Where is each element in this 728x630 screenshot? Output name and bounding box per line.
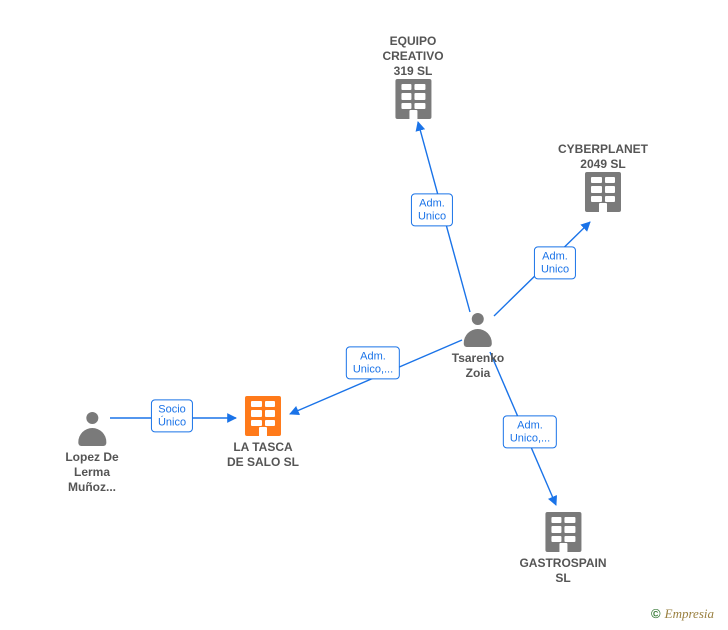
edge-label-tsarenko-cyberplanet: Adm. Unico [534, 246, 576, 279]
copyright-symbol: © [651, 606, 661, 621]
person-icon [77, 412, 107, 446]
node-label: Tsarenko Zoia [452, 351, 504, 381]
building-icon [585, 172, 621, 212]
node-label: GASTROSPAIN SL [519, 556, 606, 586]
building-icon [395, 79, 431, 119]
edge-label-tsarenko-equipo: Adm. Unico [411, 193, 453, 226]
node-cyberplanet[interactable]: CYBERPLANET 2049 SL [558, 138, 648, 212]
building-icon [245, 396, 281, 436]
person-icon [463, 313, 493, 347]
node-label: Lopez De Lerma Muñoz... [65, 450, 118, 495]
node-gastrospain[interactable]: GASTROSPAIN SL [519, 512, 606, 586]
node-equipo[interactable]: EQUIPO CREATIVO 319 SL [382, 30, 443, 119]
brand-name: Empresia [665, 606, 714, 621]
edge-label-tsarenko-latasca: Adm. Unico,... [346, 346, 400, 379]
node-tsarenko[interactable]: Tsarenko Zoia [452, 313, 504, 381]
node-label: EQUIPO CREATIVO 319 SL [382, 34, 443, 79]
edge-label-lopez-latasca: Socio Único [151, 399, 193, 432]
watermark: © Empresia [651, 606, 714, 622]
edges-layer [0, 0, 728, 630]
node-latasca[interactable]: LA TASCA DE SALO SL [227, 396, 299, 470]
building-icon [545, 512, 581, 552]
network-diagram: EQUIPO CREATIVO 319 SL CYBERPLANET 2049 S… [0, 0, 728, 630]
node-label: CYBERPLANET 2049 SL [558, 142, 648, 172]
node-label: LA TASCA DE SALO SL [227, 440, 299, 470]
node-lopez[interactable]: Lopez De Lerma Muñoz... [65, 412, 118, 495]
edge-label-tsarenko-gastrospain: Adm. Unico,... [503, 415, 557, 448]
